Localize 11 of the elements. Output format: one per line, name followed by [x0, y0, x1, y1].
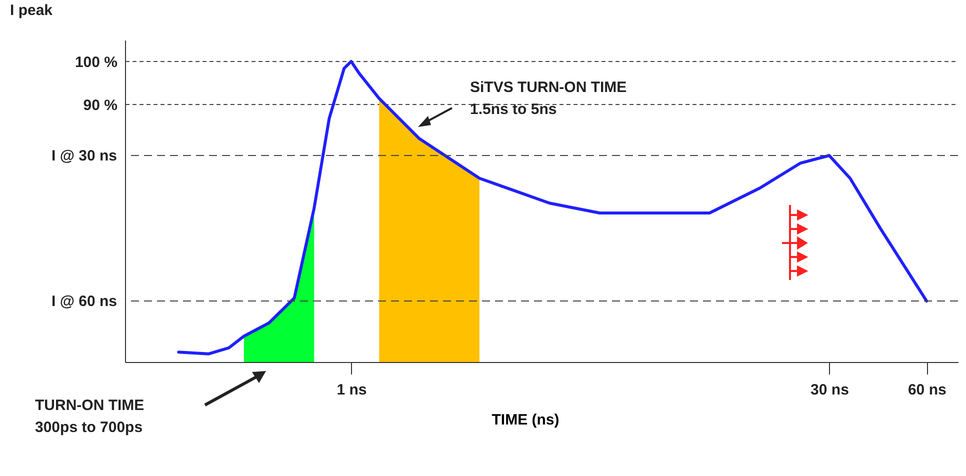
x-tick-label: 1 ns	[336, 382, 367, 398]
y-tick-label: 100 %	[74, 54, 118, 71]
y-axis-title: I peak	[10, 2, 54, 19]
annotation: SiTVS TURN-ON TIME 1.5ns to 5ns	[470, 79, 627, 118]
text: TURN-ON TIME 300ps to 700ps	[35, 397, 144, 436]
x-axis-title: TIME (ns)	[492, 412, 560, 428]
ref-line-label: I @ 30 ns	[52, 147, 117, 164]
x-tick-label: 60 ns	[908, 382, 946, 398]
ref-line-label: I @ 60 ns	[52, 293, 117, 310]
y-tick-label: 90 %	[83, 96, 118, 114]
x-tick-label: 30 ns	[810, 382, 849, 398]
